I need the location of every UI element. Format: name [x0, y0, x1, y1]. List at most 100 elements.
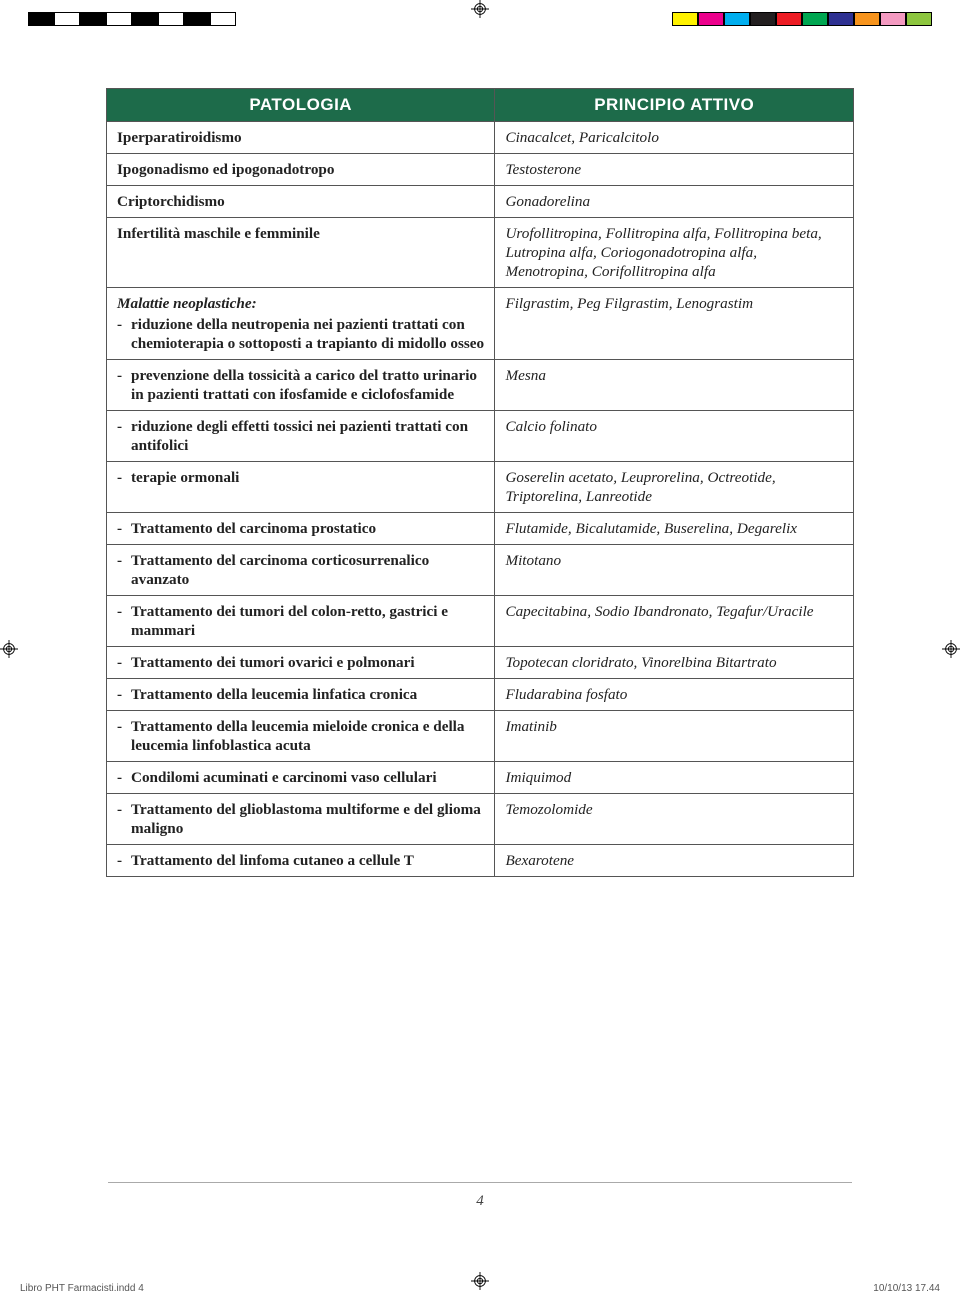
- patologia-cell: -riduzione degli effetti tossici nei paz…: [107, 411, 495, 462]
- principio-cell: Fludarabina fosfato: [495, 679, 854, 711]
- principio-cell: Goserelin acetato, Leuprorelina, Octreot…: [495, 462, 854, 513]
- principio-cell: Filgrastim, Peg Filgrastim, Lenograstim: [495, 288, 854, 360]
- sub-item: -Trattamento della leucemia linfatica cr…: [117, 685, 484, 704]
- sub-item: -Trattamento della leucemia mieloide cro…: [117, 717, 484, 755]
- sub-item: -riduzione della neutropenia nei pazient…: [117, 315, 484, 353]
- table-row: -Condilomi acuminati e carcinomi vaso ce…: [107, 762, 854, 794]
- registration-mark-icon: [471, 0, 489, 18]
- table-row: -Trattamento del carcinoma corticosurren…: [107, 545, 854, 596]
- table-header-principio: PRINCIPIO ATTIVO: [495, 89, 854, 122]
- patologia-cell: -terapie ormonali: [107, 462, 495, 513]
- patologia-cell: -prevenzione della tossicità a carico de…: [107, 360, 495, 411]
- swatch: [776, 12, 802, 26]
- patologia-cell: -Trattamento del glioblastoma multiforme…: [107, 794, 495, 845]
- registration-mark-icon: [0, 640, 18, 658]
- dash-icon: -: [117, 417, 131, 455]
- patologia-cell: -Trattamento dei tumori del colon-retto,…: [107, 596, 495, 647]
- dash-icon: -: [117, 602, 131, 640]
- page-number: 4: [108, 1182, 852, 1210]
- swatch: [802, 12, 828, 26]
- patologia-cell: Malattie neoplastiche:-riduzione della n…: [107, 288, 495, 360]
- patologia-cell: Ipogonadismo ed ipogonadotropo: [107, 154, 495, 186]
- sub-item: -Condilomi acuminati e carcinomi vaso ce…: [117, 768, 484, 787]
- sub-item: -Trattamento del glioblastoma multiforme…: [117, 800, 484, 838]
- sub-item: -Trattamento del linfoma cutaneo a cellu…: [117, 851, 484, 870]
- sub-item-text: prevenzione della tossicità a carico del…: [131, 366, 484, 404]
- sub-item-text: Trattamento del glioblastoma multiforme …: [131, 800, 484, 838]
- registration-mark-icon: [471, 1272, 489, 1290]
- principio-cell: Gonadorelina: [495, 186, 854, 218]
- principio-cell: Imatinib: [495, 711, 854, 762]
- dash-icon: -: [117, 653, 131, 672]
- table-row: CriptorchidismoGonadorelina: [107, 186, 854, 218]
- footer-filename: Libro PHT Farmacisti.indd 4: [20, 1283, 144, 1294]
- principio-cell: Urofollitropina, Follitropina alfa, Foll…: [495, 218, 854, 288]
- sub-item-text: Trattamento dei tumori del colon-retto, …: [131, 602, 484, 640]
- sub-item: -Trattamento dei tumori ovarici e polmon…: [117, 653, 484, 672]
- registration-mark-icon: [942, 640, 960, 658]
- patologia-cell: -Trattamento del carcinoma prostatico: [107, 513, 495, 545]
- swatch: [854, 12, 880, 26]
- table-row: -Trattamento dei tumori ovarici e polmon…: [107, 647, 854, 679]
- swatch: [132, 12, 158, 26]
- table-row: -riduzione degli effetti tossici nei paz…: [107, 411, 854, 462]
- swatch: [828, 12, 854, 26]
- bw-swatch-row: [28, 12, 236, 26]
- principio-cell: Capecitabina, Sodio Ibandronato, Tegafur…: [495, 596, 854, 647]
- sub-item: -Trattamento del carcinoma prostatico: [117, 519, 484, 538]
- patologia-cell: Iperparatiroidismo: [107, 122, 495, 154]
- dash-icon: -: [117, 315, 131, 353]
- sub-item: -terapie ormonali: [117, 468, 484, 487]
- swatch: [880, 12, 906, 26]
- sub-item-text: riduzione della neutropenia nei pazienti…: [131, 315, 484, 353]
- patologia-cell: -Trattamento del linfoma cutaneo a cellu…: [107, 845, 495, 877]
- swatch: [106, 12, 132, 26]
- swatch: [54, 12, 80, 26]
- sub-item-text: Trattamento del carcinoma prostatico: [131, 519, 484, 538]
- sub-item-text: riduzione degli effetti tossici nei pazi…: [131, 417, 484, 455]
- table-row: -prevenzione della tossicità a carico de…: [107, 360, 854, 411]
- principio-cell: Topotecan cloridrato, Vinorelbina Bitart…: [495, 647, 854, 679]
- principio-cell: Testosterone: [495, 154, 854, 186]
- patologia-cell: -Trattamento dei tumori ovarici e polmon…: [107, 647, 495, 679]
- swatch: [184, 12, 210, 26]
- main-content: PATOLOGIA PRINCIPIO ATTIVO Iperparatiroi…: [106, 88, 854, 877]
- sub-item-text: Trattamento dei tumori ovarici e polmona…: [131, 653, 484, 672]
- patologia-table: PATOLOGIA PRINCIPIO ATTIVO Iperparatiroi…: [106, 88, 854, 877]
- patologia-cell: -Condilomi acuminati e carcinomi vaso ce…: [107, 762, 495, 794]
- patologia-cell: Criptorchidismo: [107, 186, 495, 218]
- dash-icon: -: [117, 717, 131, 755]
- table-row: Infertilità maschile e femminileUrofolli…: [107, 218, 854, 288]
- swatch: [906, 12, 932, 26]
- sub-item: -prevenzione della tossicità a carico de…: [117, 366, 484, 404]
- swatch: [672, 12, 698, 26]
- swatch: [724, 12, 750, 26]
- table-row: -Trattamento del glioblastoma multiforme…: [107, 794, 854, 845]
- principio-cell: Mesna: [495, 360, 854, 411]
- patologia-cell: Infertilità maschile e femminile: [107, 218, 495, 288]
- table-row: -Trattamento del carcinoma prostatico Flu…: [107, 513, 854, 545]
- sub-item-text: Trattamento del linfoma cutaneo a cellul…: [131, 851, 484, 870]
- table-header-patologia: PATOLOGIA: [107, 89, 495, 122]
- patologia-cell: -Trattamento della leucemia linfatica cr…: [107, 679, 495, 711]
- dash-icon: -: [117, 519, 131, 538]
- swatch: [750, 12, 776, 26]
- principio-cell: Bexarotene: [495, 845, 854, 877]
- patologia-cell: -Trattamento del carcinoma corticosurren…: [107, 545, 495, 596]
- table-row: IperparatiroidismoCinacalcet, Paricalcit…: [107, 122, 854, 154]
- table-row: -terapie ormonali Goserelin acetato, Leup…: [107, 462, 854, 513]
- dash-icon: -: [117, 366, 131, 404]
- dash-icon: -: [117, 800, 131, 838]
- principio-cell: Flutamide, Bicalutamide, Buserelina, Deg…: [495, 513, 854, 545]
- patologia-cell: -Trattamento della leucemia mieloide cro…: [107, 711, 495, 762]
- table-row: -Trattamento del linfoma cutaneo a cellu…: [107, 845, 854, 877]
- color-swatch-row: [672, 12, 932, 26]
- sub-item-text: Trattamento del carcinoma corticosurrena…: [131, 551, 484, 589]
- principio-cell: Calcio folinato: [495, 411, 854, 462]
- swatch: [158, 12, 184, 26]
- swatch: [80, 12, 106, 26]
- principio-cell: Mitotano: [495, 545, 854, 596]
- dash-icon: -: [117, 851, 131, 870]
- sub-item: -Trattamento dei tumori del colon-retto,…: [117, 602, 484, 640]
- sub-item-text: Trattamento della leucemia linfatica cro…: [131, 685, 484, 704]
